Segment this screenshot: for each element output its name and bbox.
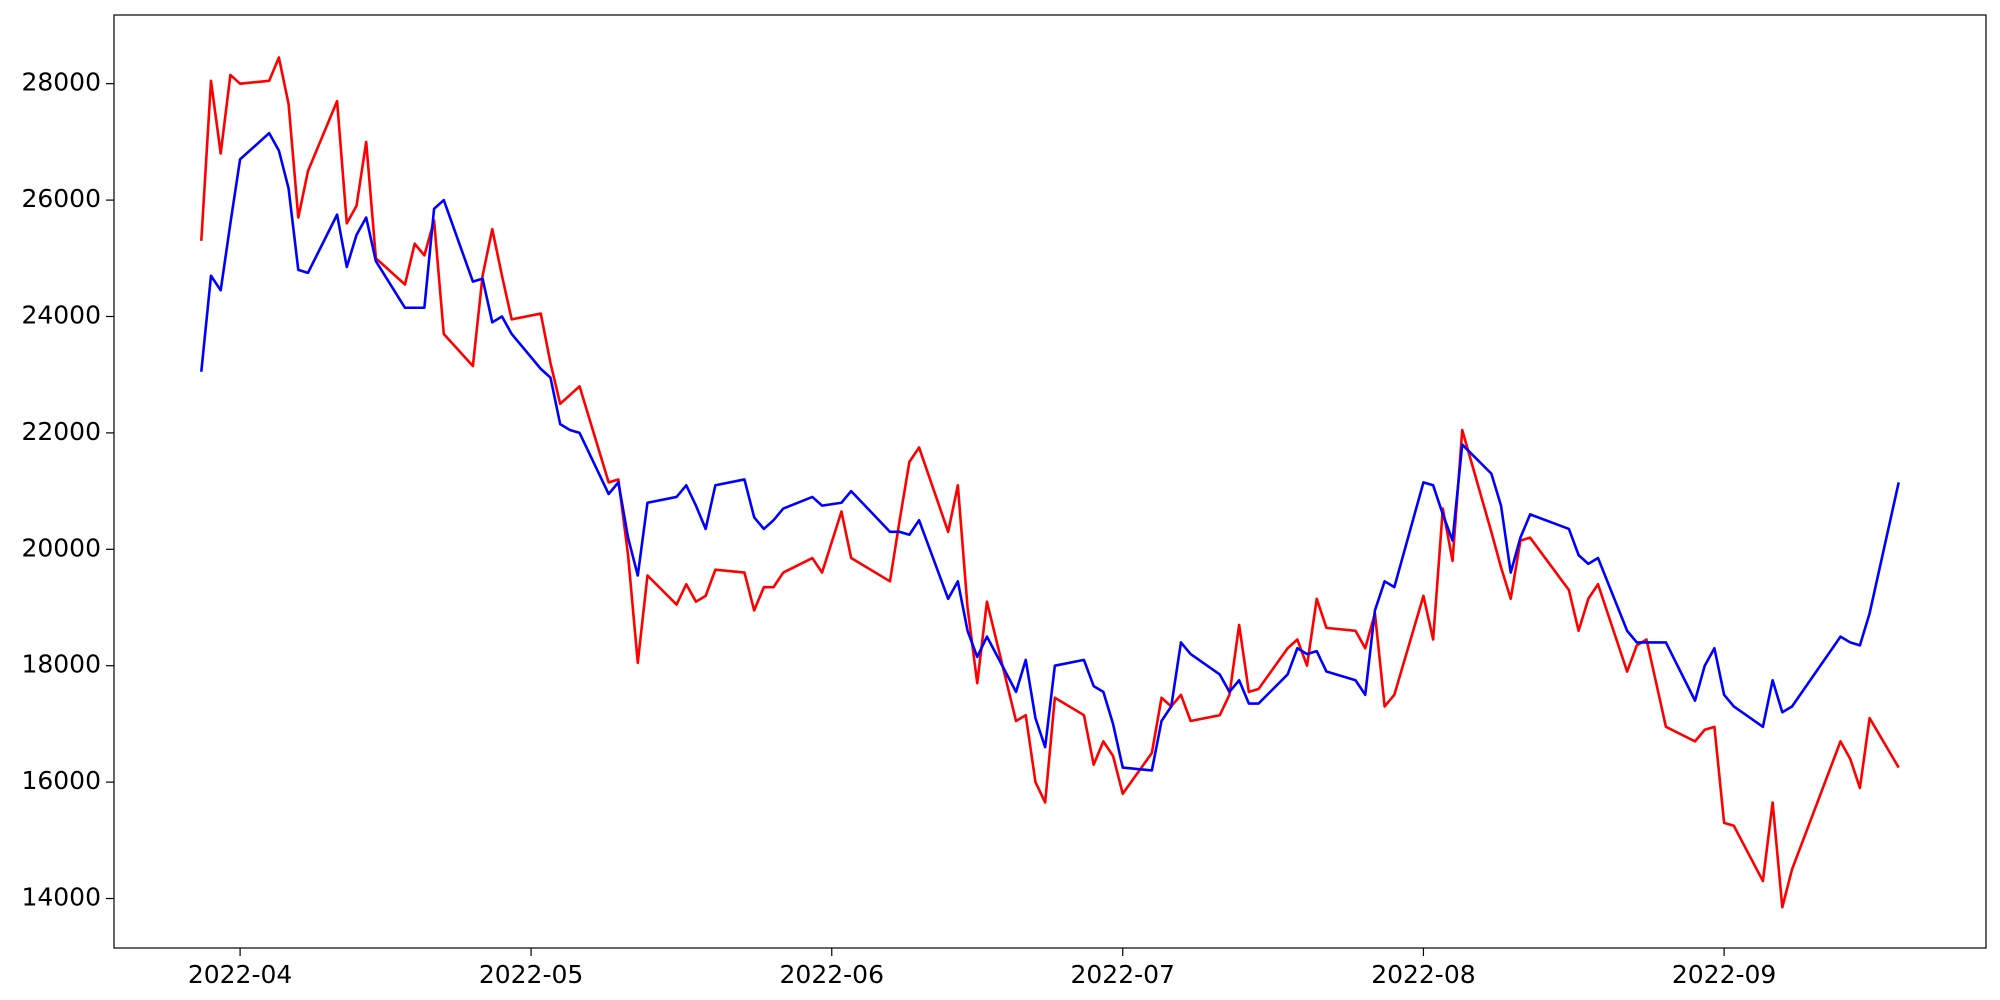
x-tick-label: 2022-09 — [1672, 960, 1776, 989]
y-tick-label: 16000 — [21, 766, 101, 795]
x-tick-label: 2022-04 — [188, 960, 292, 989]
y-tick-label: 20000 — [21, 533, 101, 562]
y-tick-label: 18000 — [21, 650, 101, 679]
x-tick-label: 2022-08 — [1371, 960, 1475, 989]
y-tick-label: 14000 — [21, 883, 101, 912]
x-tick-label: 2022-05 — [479, 960, 583, 989]
y-tick-label: 24000 — [21, 300, 101, 329]
data-line — [200, 131, 1900, 772]
y-tick-label: 22000 — [21, 417, 101, 446]
y-tick-label: 28000 — [21, 68, 101, 97]
y-tick-label: 26000 — [21, 184, 101, 213]
data-line — [200, 56, 1900, 909]
x-tick-label: 2022-06 — [780, 960, 884, 989]
plot-frame — [113, 14, 1987, 949]
x-tick-label: 2022-07 — [1071, 960, 1175, 989]
